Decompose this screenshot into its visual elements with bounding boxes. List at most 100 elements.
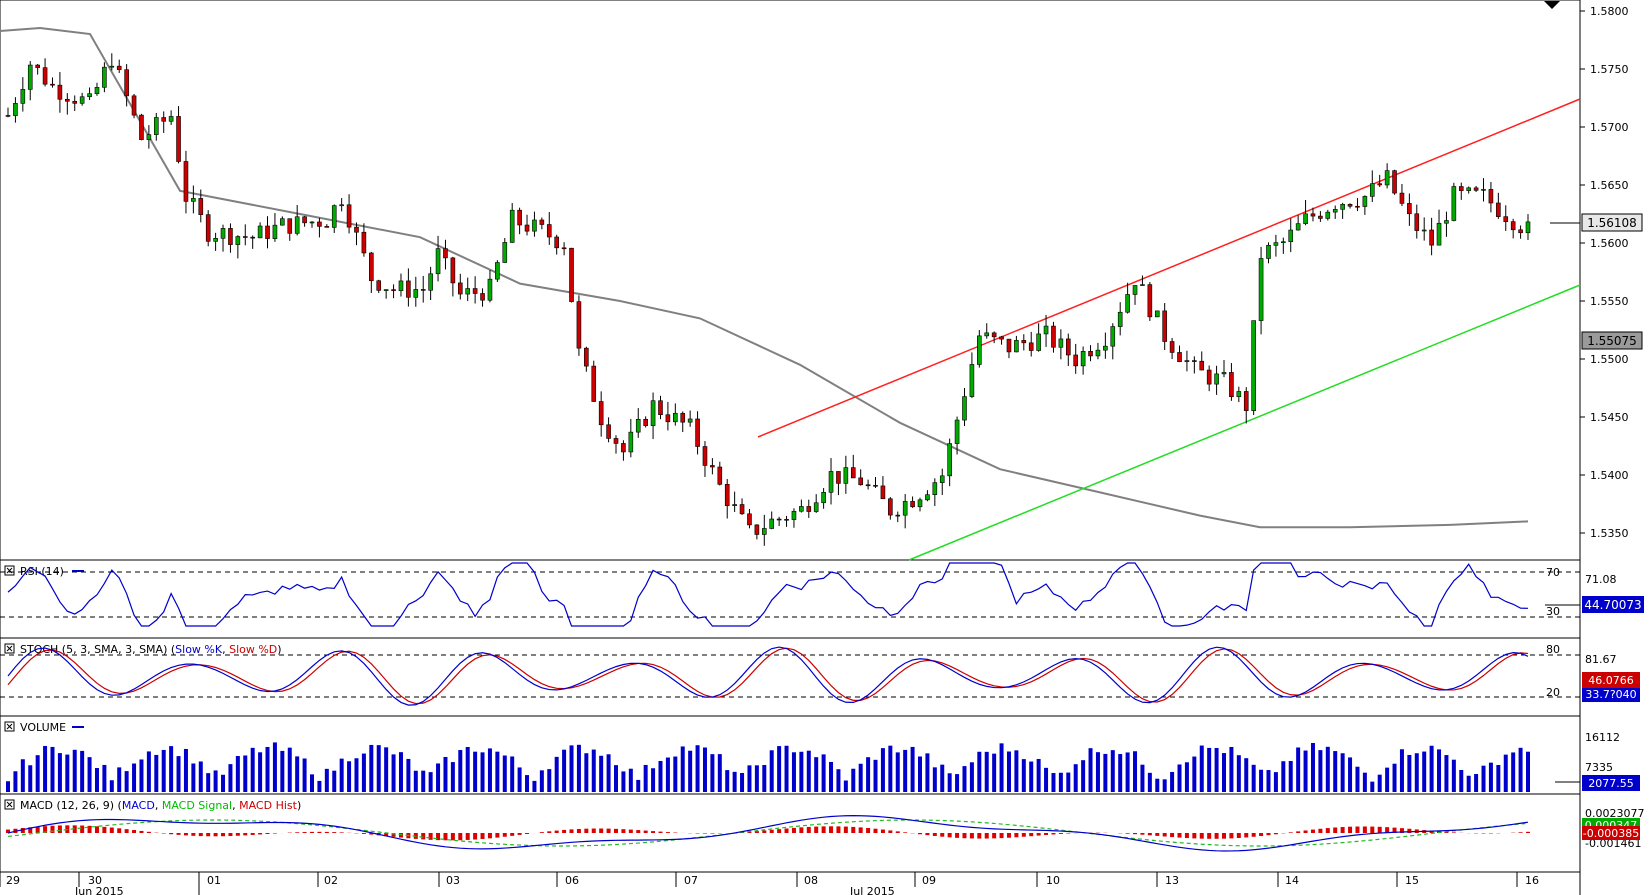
macd-hist-bar xyxy=(1044,833,1049,836)
candle-body xyxy=(1332,209,1338,213)
candle-body xyxy=(1503,216,1509,222)
candle-body xyxy=(1281,241,1286,244)
volume-bar xyxy=(117,767,122,792)
candle-body xyxy=(1088,351,1093,357)
macd-hist-bar xyxy=(50,825,55,833)
rsi-close-box[interactable] xyxy=(4,565,15,576)
macd-hist-bar xyxy=(1051,833,1056,835)
candle-body xyxy=(346,204,352,228)
volume-bar xyxy=(1333,751,1338,792)
volume-bar xyxy=(1058,772,1063,792)
macd-hist-bar xyxy=(1184,833,1189,839)
volume-bar xyxy=(702,747,707,792)
stoch-k-badge xyxy=(1582,672,1640,688)
candle-body xyxy=(799,506,804,512)
macd-hist-bar xyxy=(614,828,618,833)
macd-panel xyxy=(0,793,1581,873)
candle-body xyxy=(1192,360,1197,362)
rsi-polyline xyxy=(7,562,1529,627)
volume-bar xyxy=(302,758,307,792)
candle-body xyxy=(198,198,204,215)
macd-hist-bar xyxy=(576,828,581,833)
candle-body xyxy=(621,443,626,453)
macd-hist-bar xyxy=(539,832,544,833)
volume-bar xyxy=(762,765,767,792)
candle-body xyxy=(57,84,63,100)
candle-body xyxy=(1496,202,1501,217)
volume-bar xyxy=(280,750,285,792)
price-tick-label: 1.5450 xyxy=(1590,411,1629,424)
candle-body xyxy=(724,483,730,506)
candle-body xyxy=(999,336,1004,340)
candle-body xyxy=(102,66,107,88)
macd-hist-bar xyxy=(984,833,989,839)
macd-hist-bar xyxy=(777,829,782,833)
volume-bar xyxy=(873,759,878,792)
volume-bar xyxy=(1222,753,1226,792)
volume-bar xyxy=(413,770,418,792)
stoch-close-box[interactable] xyxy=(4,643,15,654)
volume-bar xyxy=(317,780,322,792)
price-tick-label: 1.5650 xyxy=(1590,179,1629,192)
volume-bar xyxy=(480,752,485,792)
candle-body xyxy=(1080,351,1086,367)
candle-body xyxy=(131,95,137,116)
macd-hist-bar xyxy=(1058,833,1063,834)
volume-bar xyxy=(910,746,915,792)
volume-bar xyxy=(50,746,55,792)
day-label: 14 xyxy=(1285,874,1299,887)
volume-bar xyxy=(1192,756,1197,792)
volume-close-box[interactable] xyxy=(4,721,15,732)
macd-hist-bar xyxy=(1244,833,1249,838)
volume-bar xyxy=(903,749,908,792)
volume-bar xyxy=(658,760,663,792)
candle-body xyxy=(287,218,293,234)
volume-bar xyxy=(599,755,604,792)
macd-hist-bar xyxy=(369,833,374,835)
candle-body xyxy=(910,501,915,508)
macd-hist-bar xyxy=(421,833,426,840)
macd-hist-bar xyxy=(895,831,900,833)
macd-hist-bar xyxy=(569,829,574,833)
macd-hist-bar xyxy=(1392,827,1397,833)
stoch-k-line xyxy=(7,646,1529,706)
candle-body xyxy=(1043,325,1049,335)
candle-body xyxy=(168,116,174,122)
volume-bar xyxy=(361,753,366,792)
macd-hist-badge xyxy=(1582,826,1640,840)
volume-bar xyxy=(310,774,314,792)
candle-body xyxy=(1377,183,1383,186)
macd-close-box[interactable] xyxy=(4,799,15,810)
candle-body xyxy=(576,301,582,349)
svg-text:MACD (12, 26, 9) (MACD, MACD S: MACD (12, 26, 9) (MACD, MACD Signal, MAC… xyxy=(20,799,301,812)
candle-body xyxy=(1266,244,1271,259)
macd-hist-bar xyxy=(1451,832,1456,833)
macd-hist-bar xyxy=(1407,828,1412,833)
volume-bar xyxy=(1281,761,1286,792)
candle-body xyxy=(754,524,760,535)
macd-hist-bar xyxy=(977,833,982,839)
macd-hist-bar xyxy=(888,830,893,833)
volume-bar xyxy=(1474,774,1479,792)
volume-bar xyxy=(866,757,871,792)
candle-body xyxy=(747,513,752,526)
candle-body xyxy=(761,528,767,535)
chart-menu-icon[interactable] xyxy=(1544,1,1560,9)
volume-bar xyxy=(384,747,389,792)
price-panel xyxy=(0,0,1581,561)
macd-hist-bar xyxy=(235,833,240,836)
macd-hist-bar xyxy=(443,833,448,841)
month-label: Jun 2015 xyxy=(74,885,124,895)
macd-hist-bar xyxy=(302,832,307,833)
candle-body xyxy=(584,347,589,367)
volume-bar xyxy=(495,751,500,792)
macd-hist-bar xyxy=(480,833,485,840)
macd-hist-bar xyxy=(873,828,878,833)
macd-hist-bar xyxy=(258,833,263,835)
candle-body xyxy=(176,116,181,162)
candle-body xyxy=(205,214,211,242)
macd-hist-bar xyxy=(903,832,908,833)
candle-body xyxy=(1162,310,1167,342)
volume-bar xyxy=(398,752,403,792)
candle-body xyxy=(598,401,604,426)
